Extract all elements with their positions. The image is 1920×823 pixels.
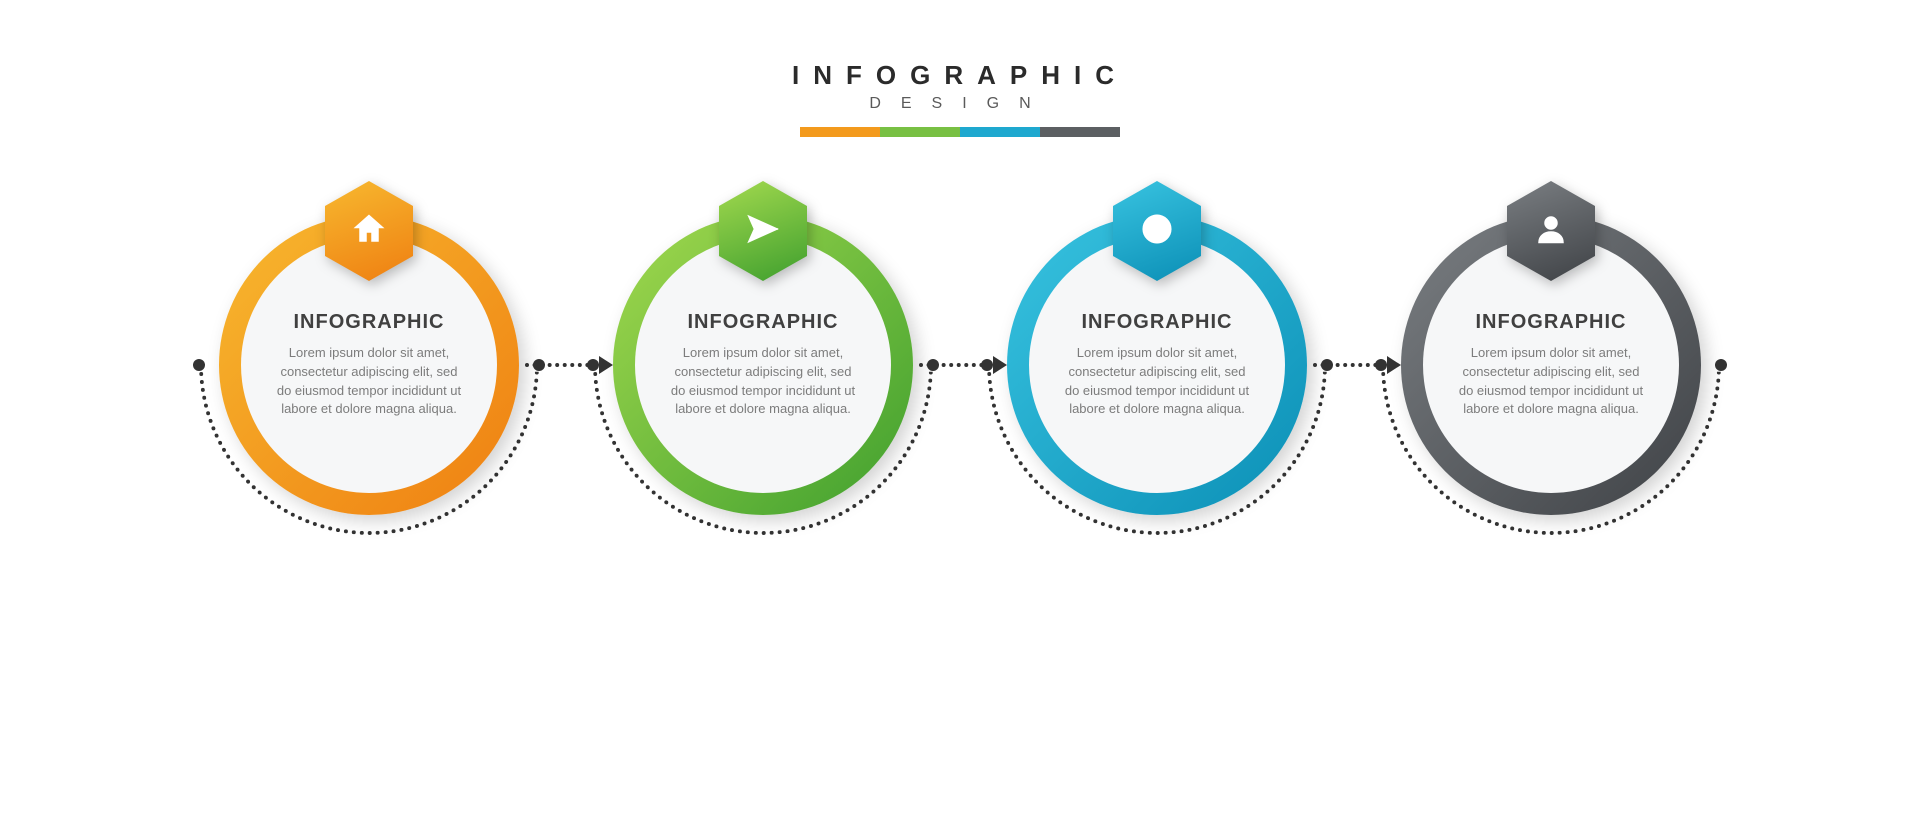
color-bar-segment (880, 127, 960, 137)
hex-badge (325, 181, 413, 281)
step-title: INFOGRAPHIC (294, 311, 445, 334)
step-2: INFOGRAPHIC Lorem ipsum dolor sit amet, … (613, 215, 913, 515)
header: INFOGRAPHIC DESIGN (792, 60, 1128, 137)
step-body: Lorem ipsum dolor sit amet, consectetur … (273, 344, 465, 419)
hex-badge (1507, 181, 1595, 281)
step-body: Lorem ipsum dolor sit amet, consectetur … (1455, 344, 1647, 419)
step-3: INFOGRAPHIC Lorem ipsum dolor sit amet, … (1007, 215, 1307, 515)
color-bar-segment (800, 127, 880, 137)
arrow-right-icon (1387, 356, 1401, 374)
hex-badge (719, 181, 807, 281)
paper-plane-icon (745, 211, 781, 252)
arrow-right-icon (599, 356, 613, 374)
arc-bullet-left (587, 359, 599, 371)
color-bar-segment (960, 127, 1040, 137)
user-icon (1533, 211, 1569, 252)
globe-icon (1139, 211, 1175, 252)
step-title: INFOGRAPHIC (688, 311, 839, 334)
arc-bullet-left (193, 359, 205, 371)
color-bar-segment (1040, 127, 1120, 137)
steps-row: INFOGRAPHIC Lorem ipsum dolor sit amet, … (219, 215, 1701, 515)
arrow-right-icon (993, 356, 1007, 374)
step-title: INFOGRAPHIC (1476, 311, 1627, 334)
color-bar (792, 127, 1128, 137)
sub-title: DESIGN (792, 95, 1128, 113)
step-1: INFOGRAPHIC Lorem ipsum dolor sit amet, … (219, 215, 519, 515)
arc-bullet-left (1375, 359, 1387, 371)
arc-bullet-right (1715, 359, 1727, 371)
step-4: INFOGRAPHIC Lorem ipsum dolor sit amet, … (1401, 215, 1701, 515)
home-icon (351, 211, 387, 252)
step-body: Lorem ipsum dolor sit amet, consectetur … (1061, 344, 1253, 419)
hex-badge (1113, 181, 1201, 281)
step-body: Lorem ipsum dolor sit amet, consectetur … (667, 344, 859, 419)
main-title: INFOGRAPHIC (792, 60, 1128, 91)
arc-bullet-left (981, 359, 993, 371)
step-title: INFOGRAPHIC (1082, 311, 1233, 334)
